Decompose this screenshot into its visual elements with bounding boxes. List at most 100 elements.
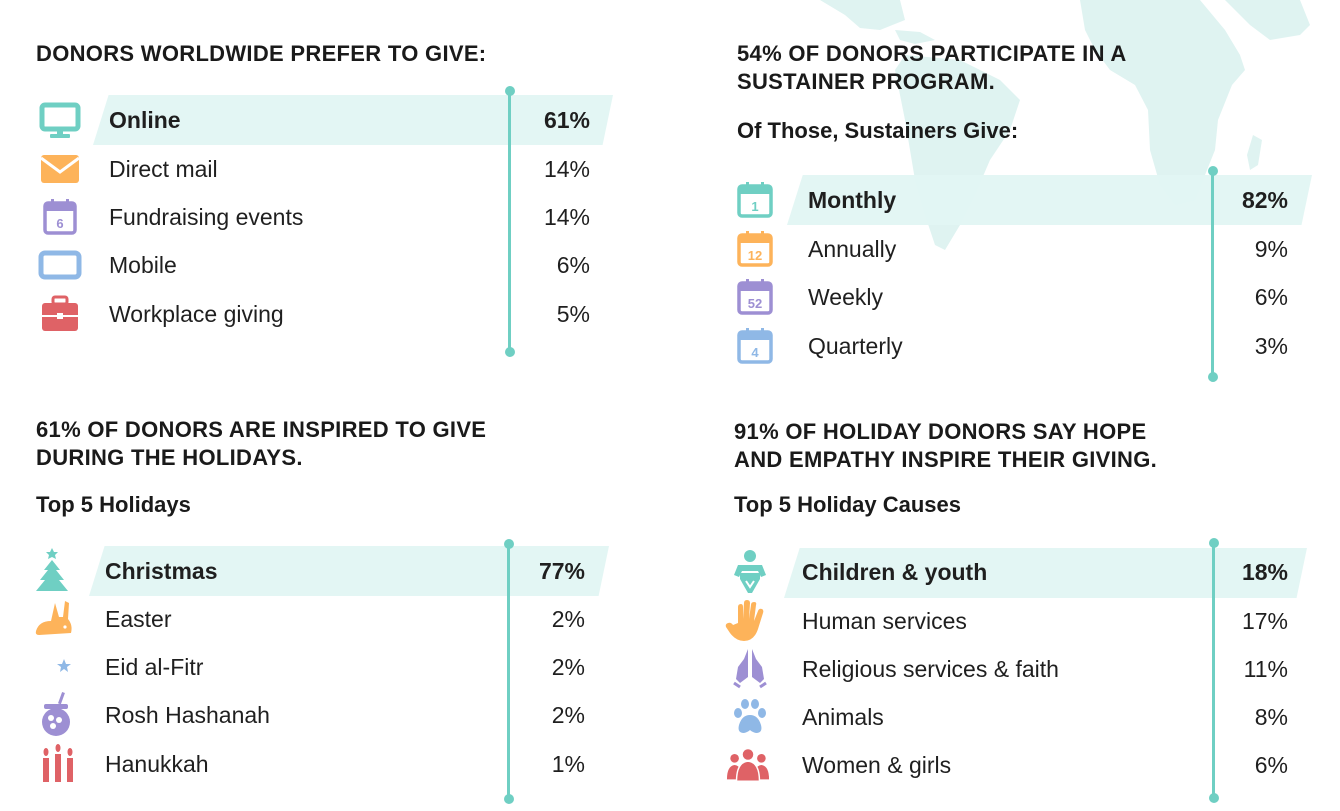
cause-label: Women & girls	[802, 751, 952, 778]
channel-label: Fundraising events	[109, 203, 304, 230]
channel-value: 14%	[543, 155, 590, 182]
frequency-label: Weekly	[808, 283, 883, 310]
divider-line	[507, 543, 510, 799]
cause-label: Animals	[802, 703, 884, 730]
holidays-heading-line2: DURING THE HOLIDAYS.	[36, 445, 303, 470]
frequency-row: 12 Annually 9%	[700, 225, 1320, 273]
calendar-icon: 4	[733, 324, 777, 368]
holiday-row: Easter 2%	[0, 595, 620, 643]
tablet-icon	[38, 243, 82, 287]
divider-line	[1211, 170, 1214, 376]
svg-text:4: 4	[751, 345, 759, 360]
highlight-band	[89, 546, 609, 596]
cause-row: Human services 17%	[700, 597, 1320, 645]
christmas-tree-icon	[30, 548, 74, 593]
divider-dot-bottom	[1209, 793, 1219, 803]
channel-row: Workplace giving 5%	[0, 290, 620, 338]
cause-label: Children & youth	[802, 558, 988, 585]
desktop-monitor-icon	[38, 98, 82, 142]
honey-pot-icon	[34, 692, 78, 737]
channel-value: 6%	[556, 251, 590, 278]
holiday-label: Hanukkah	[105, 750, 209, 777]
holiday-label: Eid al-Fitr	[105, 653, 204, 680]
channel-row: Online 61%	[0, 96, 620, 144]
frequency-row: 4 Quarterly 3%	[700, 322, 1320, 370]
rabbit-icon	[32, 597, 76, 641]
highlight-band	[787, 175, 1312, 225]
frequency-value: 6%	[1254, 283, 1288, 310]
channel-label: Online	[109, 106, 181, 133]
svg-text:12: 12	[748, 248, 762, 263]
holiday-label: Easter	[105, 605, 172, 632]
causes-heading-line1: 91% OF HOLIDAY DONORS SAY HOPE	[734, 419, 1147, 444]
frequency-label: Quarterly	[808, 332, 903, 359]
holiday-value: 77%	[538, 557, 585, 584]
calendar-icon: 52	[733, 275, 777, 319]
paw-icon	[728, 695, 772, 739]
cause-label: Religious services & faith	[802, 655, 1059, 682]
channel-value: 5%	[556, 300, 590, 327]
channel-value: 61%	[543, 106, 590, 133]
holiday-row: Rosh Hashanah 2%	[0, 691, 620, 739]
highlight-band	[93, 95, 613, 145]
frequency-label: Annually	[808, 235, 897, 262]
svg-text:6: 6	[56, 216, 63, 231]
hand-icon	[724, 599, 768, 643]
holiday-value: 2%	[551, 701, 585, 728]
causes-heading-line2: AND EMPATHY INSPIRE THEIR GIVING.	[734, 447, 1158, 472]
holiday-value: 2%	[551, 653, 585, 680]
calendar-6-icon: 6	[38, 195, 82, 239]
channel-label: Workplace giving	[109, 300, 284, 327]
sustainers-heading-line1: 54% OF DONORS PARTICIPATE IN A	[737, 41, 1127, 66]
cause-label: Human services	[802, 607, 967, 634]
divider-dot-bottom	[505, 347, 515, 357]
causes-subheading: Top 5 Holiday Causes	[734, 492, 961, 517]
cause-row: Women & girls 6%	[700, 741, 1320, 789]
holiday-label: Rosh Hashanah	[105, 701, 270, 728]
frequency-value: 82%	[1241, 186, 1288, 213]
holidays-heading-line1: 61% OF DONORS ARE INSPIRED TO GIVE	[36, 417, 487, 442]
holiday-label: Christmas	[105, 557, 218, 584]
channel-row: Direct mail 14%	[0, 145, 620, 193]
cause-value: 6%	[1254, 751, 1288, 778]
holiday-row: Hanukkah 1%	[0, 740, 620, 788]
channel-row: 6 Fundraising events 14%	[0, 193, 620, 241]
divider-line	[508, 90, 511, 352]
channel-label: Mobile	[109, 251, 177, 278]
holiday-row: Christmas 77%	[0, 547, 620, 595]
frequency-row: 1 Monthly 82%	[700, 176, 1320, 224]
cause-value: 18%	[1241, 558, 1288, 585]
preferred-channels-heading: DONORS WORLDWIDE PREFER TO GIVE:	[36, 41, 487, 66]
cause-row: Religious services & faith 11%	[700, 645, 1320, 693]
calendar-icon: 1	[733, 178, 777, 222]
channel-value: 14%	[543, 203, 590, 230]
baby-icon	[728, 550, 772, 594]
cause-value: 17%	[1241, 607, 1288, 634]
calendar-icon: 12	[733, 227, 777, 271]
frequency-value: 9%	[1254, 235, 1288, 262]
crescent-star-icon	[32, 645, 76, 689]
cause-row: Children & youth 18%	[700, 548, 1320, 596]
cause-value: 8%	[1254, 703, 1288, 730]
highlight-band	[784, 548, 1307, 598]
cause-row: Animals 8%	[700, 693, 1320, 741]
frequency-value: 3%	[1254, 332, 1288, 359]
divider-dot-bottom	[1208, 372, 1218, 382]
holiday-row: Eid al-Fitr 2%	[0, 643, 620, 691]
frequency-row: 52 Weekly 6%	[700, 273, 1320, 321]
cause-value: 11%	[1243, 655, 1288, 682]
frequency-label: Monthly	[808, 186, 897, 213]
holiday-value: 1%	[551, 750, 585, 777]
sustainers-heading-line2: SUSTAINER PROGRAM.	[737, 69, 996, 94]
svg-text:52: 52	[748, 296, 762, 311]
group-icon	[726, 743, 770, 787]
svg-text:1: 1	[751, 199, 758, 214]
candles-icon	[36, 742, 80, 786]
channel-label: Direct mail	[109, 155, 218, 182]
divider-line	[1212, 542, 1215, 797]
holiday-value: 2%	[551, 605, 585, 632]
divider-dot-bottom	[504, 794, 514, 804]
channel-row: Mobile 6%	[0, 241, 620, 289]
holidays-subheading: Top 5 Holidays	[36, 492, 191, 517]
envelope-icon	[38, 147, 82, 191]
